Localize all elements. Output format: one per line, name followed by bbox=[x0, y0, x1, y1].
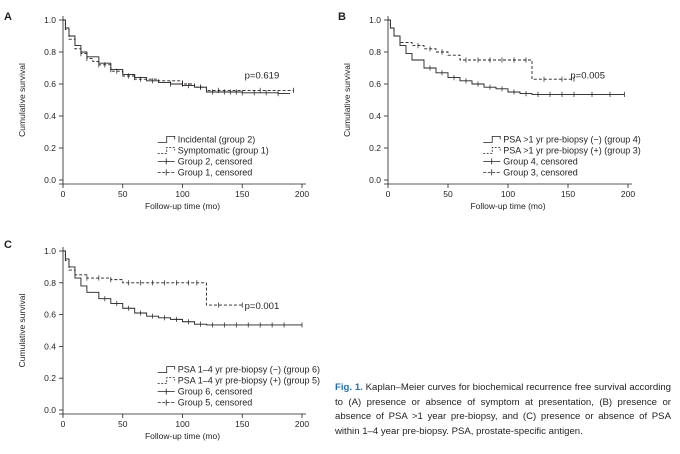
panel-c-x-tick-label: 200 bbox=[295, 419, 309, 429]
panel-b-series-2-curve bbox=[388, 19, 574, 80]
panel-b-legend-label: PSA >1 yr pre-biopsy (−) (group 4) bbox=[503, 134, 641, 144]
panel-a-x-tick-label: 100 bbox=[175, 189, 189, 199]
panel-b-y-axis-label: Cumulative survival bbox=[342, 63, 352, 137]
panel-c-legend-label: PSA 1–4 yr pre-biopsy (+) (group 5) bbox=[178, 376, 320, 386]
panel-a-p-value: p=0.619 bbox=[245, 70, 280, 81]
panel-a-series-1-curve bbox=[63, 19, 291, 95]
panel-c-y-tick-label: 0.0 bbox=[44, 405, 56, 415]
panel-c-y-tick-label: 0.2 bbox=[44, 373, 56, 383]
panel-b-legend-symbol bbox=[483, 136, 501, 143]
panel-b-legend-label: Group 4, censored bbox=[503, 156, 578, 166]
panel-b-legend-symbol bbox=[483, 169, 501, 176]
figure-caption-label: Fig. 1. bbox=[335, 382, 363, 393]
panel-b-series-1-curve bbox=[388, 19, 625, 95]
panel-b-y-tick-label: 0.0 bbox=[369, 175, 381, 185]
panel-b-y-tick-label: 0.8 bbox=[369, 47, 381, 57]
panel-a-legend-symbol bbox=[157, 136, 176, 143]
panel-c-series-2-curve bbox=[63, 250, 243, 306]
panel-c-y-tick-label: 0.8 bbox=[44, 278, 56, 288]
panel-c-legend-symbol bbox=[157, 377, 176, 385]
panel-c-x-tick-label: 150 bbox=[235, 419, 249, 429]
panel-a-y-tick-label: 0.0 bbox=[44, 175, 56, 185]
panel-a-y-tick-label: 0.2 bbox=[44, 143, 56, 153]
panel-a-y-tick-label: 0.8 bbox=[44, 47, 56, 57]
panel-b-letter: B bbox=[338, 11, 346, 23]
panel-a-x-tick-label: 0 bbox=[61, 189, 66, 199]
panel-a-legend-symbol bbox=[157, 169, 175, 176]
panel-a-legend-symbol bbox=[157, 147, 176, 154]
panel-b-y-tick-label: 1.0 bbox=[369, 15, 381, 25]
panel-a-y-tick-label: 1.0 bbox=[44, 15, 56, 25]
panel-a-y-tick-label: 0.4 bbox=[44, 111, 56, 121]
panel-c-x-axis-label: Follow-up time (mo) bbox=[145, 431, 220, 441]
panel-c-y-axis-label: Cumulative survival bbox=[17, 294, 27, 368]
panel-a-legend-label: Symptomatic (group 1) bbox=[178, 145, 269, 155]
panel-c-legend-symbol bbox=[157, 366, 176, 374]
panel-b-x-tick-label: 50 bbox=[443, 189, 453, 199]
panel-c: C 0.0 0.2 0.4 0.6 0.8 1.0 0 50 100 150 200 Follow-up… bbox=[4, 239, 320, 441]
panel-b-y-tick-label: 0.4 bbox=[369, 111, 381, 121]
panel-c-y-tick-label: 0.4 bbox=[44, 341, 56, 351]
panel-c-series-1-curve bbox=[63, 250, 302, 326]
panel-a-legend-symbol bbox=[157, 158, 175, 165]
panel-a-y-tick-label: 0.6 bbox=[44, 79, 56, 89]
panel-a-legend-label: Group 1, censored bbox=[178, 167, 253, 177]
panel-b-legend-label: Group 3, censored bbox=[503, 167, 578, 177]
panel-a-x-tick-label: 150 bbox=[235, 189, 249, 199]
panel-a: A 0.0 0.2 0.4 0.6 0.8 1.0 0 50 100 150 200 Follow-up… bbox=[4, 11, 309, 211]
panel-a-x-axis-label: Follow-up time (mo) bbox=[145, 201, 220, 211]
panel-a-series-2-curve bbox=[63, 19, 294, 91]
panel-a-letter: A bbox=[4, 11, 12, 23]
panel-b-p-value: p=0.005 bbox=[570, 70, 605, 81]
panel-b-legend-symbol bbox=[483, 147, 501, 154]
panel-c-legend-symbol bbox=[157, 399, 175, 406]
panel-b-y-tick-label: 0.2 bbox=[369, 143, 381, 153]
panel-c-x-tick-label: 0 bbox=[61, 419, 66, 429]
panel-c-legend-label: Group 6, censored bbox=[178, 387, 253, 397]
panel-b-x-tick-label: 100 bbox=[501, 189, 515, 199]
panel-b: B 0.0 0.2 0.4 0.6 0.8 1.0 0 50 100 150 200 Follow-up… bbox=[338, 11, 641, 211]
panel-c-y-tick-label: 1.0 bbox=[44, 246, 56, 256]
panel-c-legend-symbol bbox=[157, 388, 175, 395]
panel-b-x-tick-label: 200 bbox=[621, 189, 635, 199]
panel-b-x-tick-label: 150 bbox=[561, 189, 575, 199]
panel-b-y-tick-label: 0.6 bbox=[369, 79, 381, 89]
panel-b-x-axis-label: Follow-up time (mo) bbox=[470, 201, 545, 211]
panel-c-x-tick-label: 100 bbox=[175, 419, 189, 429]
panel-c-p-value: p=0.001 bbox=[245, 301, 280, 312]
panel-a-x-tick-label: 50 bbox=[118, 189, 128, 199]
panel-c-legend-label: Group 5, censored bbox=[178, 398, 253, 408]
panel-a-legend-label: Incidental (group 2) bbox=[178, 134, 256, 144]
panel-c-x-tick-label: 50 bbox=[118, 419, 128, 429]
figure-caption: Fig. 1. Kaplan–Meier curves for biochemi… bbox=[335, 381, 671, 439]
panel-c-legend-label: PSA 1–4 yr pre-biopsy (−) (group 6) bbox=[178, 365, 320, 375]
panel-a-x-tick-label: 200 bbox=[295, 189, 309, 199]
panel-c-letter: C bbox=[4, 239, 12, 251]
panel-b-legend-symbol bbox=[483, 158, 501, 165]
panel-b-legend-label: PSA >1 yr pre-biopsy (+) (group 3) bbox=[503, 145, 641, 155]
panel-a-y-axis-label: Cumulative survival bbox=[17, 63, 27, 137]
panel-b-x-tick-label: 0 bbox=[386, 189, 391, 199]
panel-c-y-tick-label: 0.6 bbox=[44, 310, 56, 320]
panel-a-legend-label: Group 2, censored bbox=[178, 156, 253, 166]
figure-caption-text: Kaplan–Meier curves for biochemical recu… bbox=[335, 382, 672, 437]
